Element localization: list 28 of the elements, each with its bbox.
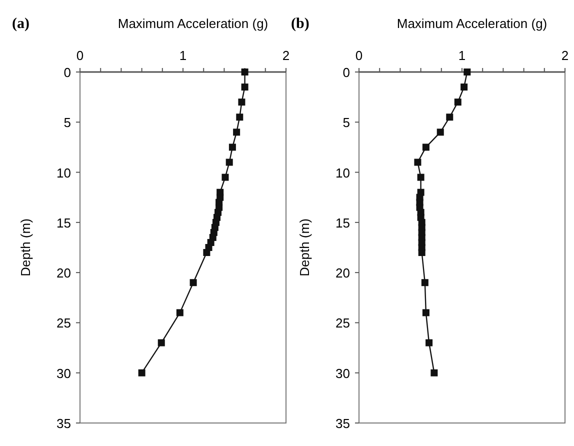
x-tick-label: 0 (76, 48, 84, 63)
y-tick-label: 10 (56, 165, 71, 180)
y-tick-label: 0 (64, 65, 71, 80)
y-tick-label: 15 (56, 215, 71, 230)
y-axis-title: Depth (m) (18, 218, 33, 276)
x-tick-label: 0 (355, 48, 363, 63)
y-tick-label: 30 (336, 366, 350, 381)
x-axis-title: Maximum Acceleration (g) (396, 16, 548, 31)
y-tick-label: 5 (342, 115, 350, 130)
x-tick-label: 2 (282, 48, 290, 63)
x-axis-title: Maximum Acceleration (g) (118, 16, 268, 31)
y-axis-title: Depth (m) (297, 218, 312, 276)
y-tick-label: 25 (56, 316, 71, 331)
y-tick-label: 15 (336, 215, 350, 230)
y-tick-label: 35 (336, 416, 350, 431)
y-tick-label: 25 (336, 316, 350, 331)
chart-title: (b) (291, 16, 310, 32)
y-tick-label: 20 (336, 266, 350, 281)
y-tick-label: 5 (64, 115, 71, 130)
y-tick-label: 0 (342, 65, 350, 80)
x-tick-label: 2 (561, 48, 569, 63)
y-tick-label: 35 (56, 416, 71, 431)
y-tick-label: 30 (56, 366, 71, 381)
y-tick-label: 10 (336, 165, 350, 180)
y-tick-label: 20 (56, 266, 71, 281)
x-tick-label: 1 (179, 48, 187, 63)
chart-title: (a) (12, 16, 30, 32)
x-tick-label: 1 (458, 48, 466, 63)
